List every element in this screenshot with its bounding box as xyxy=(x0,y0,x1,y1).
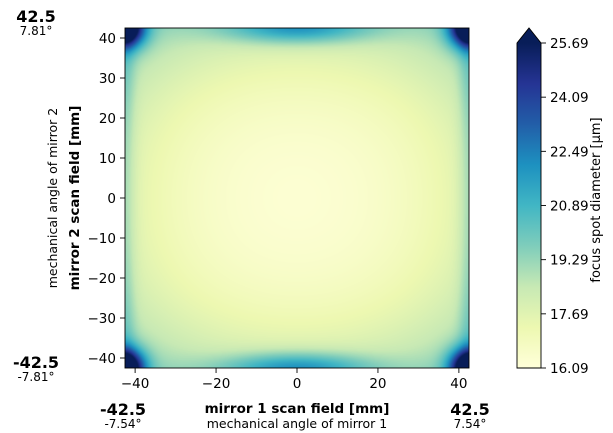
x-tick-label: 0 xyxy=(293,376,302,392)
x-axis-label: mirror 1 scan field [mm] xyxy=(205,401,390,417)
y-tick-label: 0 xyxy=(107,191,116,207)
y-min-value: -42.5 xyxy=(13,353,59,372)
colorbar-tick-label: 20.89 xyxy=(550,199,589,215)
x-tick-label: −20 xyxy=(202,376,231,392)
x-min-value: -42.5 xyxy=(100,400,146,419)
x-axis: −40 −20 0 20 40 xyxy=(121,368,467,392)
y-axis-label: mirror 2 scan field [mm] xyxy=(67,106,83,291)
x-tick-label: −40 xyxy=(121,376,150,392)
y-tick-label: −20 xyxy=(88,271,117,287)
heatmap-area xyxy=(125,28,469,368)
x-axis-secondary-label: mechanical angle of mirror 1 xyxy=(207,416,388,431)
y-tick-label: −40 xyxy=(88,351,117,367)
colorbar-label: focus spot diameter [μm] xyxy=(589,117,604,282)
y-tick-label: 40 xyxy=(99,31,116,47)
x-tick-label: 20 xyxy=(369,376,386,392)
y-tick-label: −10 xyxy=(88,231,117,247)
y-axis: −40 −30 −20 −10 0 10 20 30 40 xyxy=(88,31,125,367)
colorbar-outline xyxy=(516,27,542,369)
y-max-value: 42.5 xyxy=(16,7,55,26)
colorbar-tick-label: 25.69 xyxy=(550,36,589,52)
colorbar-extend-max xyxy=(517,28,541,43)
colorbar xyxy=(517,43,541,368)
colorbar-axis: 16.09 17.69 19.29 20.89 22.49 24.09 25.69 xyxy=(541,36,589,377)
y-tick-label: 10 xyxy=(99,151,116,167)
colorbar-tick-label: 17.69 xyxy=(550,307,589,323)
colorbar-tick-label: 22.49 xyxy=(550,144,589,160)
colorbar-tick-label: 16.09 xyxy=(550,361,589,377)
y-tick-label: −30 xyxy=(88,311,117,327)
y-max-angle: 7.81° xyxy=(20,24,53,38)
y-tick-label: 20 xyxy=(99,111,116,127)
y-min-angle: -7.81° xyxy=(17,370,54,384)
y-tick-label: 30 xyxy=(99,71,116,87)
colorbar-tick-label: 24.09 xyxy=(550,90,589,106)
colorbar-tick-label: 19.29 xyxy=(550,253,589,269)
y-axis-secondary-label: mechanical angle of mirror 2 xyxy=(45,108,60,289)
x-max-value: 42.5 xyxy=(450,400,489,419)
x-min-angle: -7.54° xyxy=(104,417,141,431)
x-tick-label: 40 xyxy=(450,376,467,392)
x-max-angle: 7.54° xyxy=(454,417,487,431)
